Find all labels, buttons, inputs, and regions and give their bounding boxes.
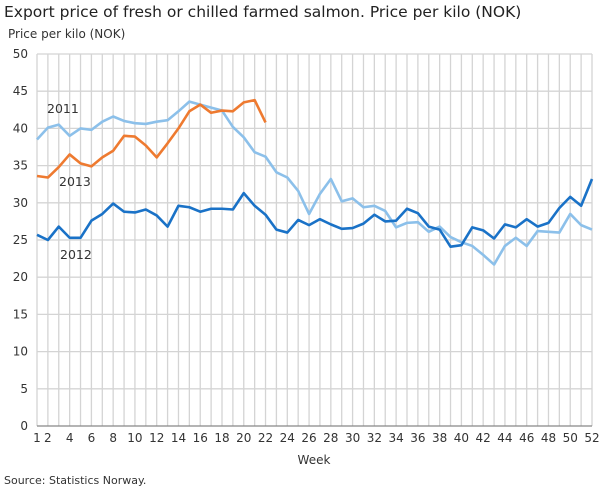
x-tick-label: 20 [236, 431, 251, 445]
x-tick-label: 22 [258, 431, 273, 445]
x-tick-label: 4 [66, 431, 74, 445]
y-tick-label: 40 [13, 121, 28, 135]
x-tick-label: 12 [149, 431, 164, 445]
x-tick-label: 2 [44, 431, 52, 445]
x-tick-label: 50 [563, 431, 578, 445]
y-tick-label: 0 [20, 419, 28, 433]
y-tick-label: 15 [13, 307, 28, 321]
series-line-2012 [36, 178, 594, 248]
y-tick-label: 25 [13, 233, 28, 247]
y-axis-label: Price per kilo (NOK) [8, 27, 125, 41]
chart-title: Export price of fresh or chilled farmed … [4, 3, 522, 21]
x-tick-label: 44 [497, 431, 512, 445]
x-tick-label: 34 [388, 431, 403, 445]
x-tick-label: 40 [454, 431, 469, 445]
x-tick-label: 6 [88, 431, 96, 445]
x-tick-label: 18 [214, 431, 229, 445]
x-tick-label: 36 [410, 431, 425, 445]
x-tick-label: 38 [432, 431, 447, 445]
y-tick-label: 35 [13, 159, 28, 173]
y-tick-label: 20 [13, 270, 28, 284]
y-tick-label: 50 [13, 47, 28, 61]
source-note: Source: Statistics Norway. [4, 474, 146, 487]
x-tick-label: 26 [301, 431, 316, 445]
x-tick-label: 42 [476, 431, 491, 445]
series-label-2012: 2012 [60, 247, 92, 262]
x-tick-label: 24 [280, 431, 295, 445]
series-label-2011: 2011 [47, 101, 79, 116]
x-tick-label: 1 [33, 431, 41, 445]
x-tick-label: 30 [345, 431, 360, 445]
series-label-2013: 2013 [59, 174, 91, 189]
x-tick-label: 10 [127, 431, 142, 445]
x-tick-label: 28 [323, 431, 338, 445]
x-tick-label: 32 [367, 431, 382, 445]
x-tick-label: 16 [193, 431, 208, 445]
y-tick-label: 30 [13, 196, 28, 210]
x-tick-label: 48 [541, 431, 556, 445]
x-tick-label: 52 [584, 431, 599, 445]
x-tick-label: 14 [171, 431, 186, 445]
x-axis-label: Week [298, 453, 331, 467]
series-line-2013 [36, 98, 267, 179]
series-line-2011 [36, 100, 593, 266]
y-tick-label: 10 [13, 345, 28, 359]
x-tick-label: 8 [109, 431, 117, 445]
y-tick-label: 5 [20, 382, 28, 396]
x-tick-label: 46 [519, 431, 534, 445]
y-tick-label: 45 [13, 84, 28, 98]
